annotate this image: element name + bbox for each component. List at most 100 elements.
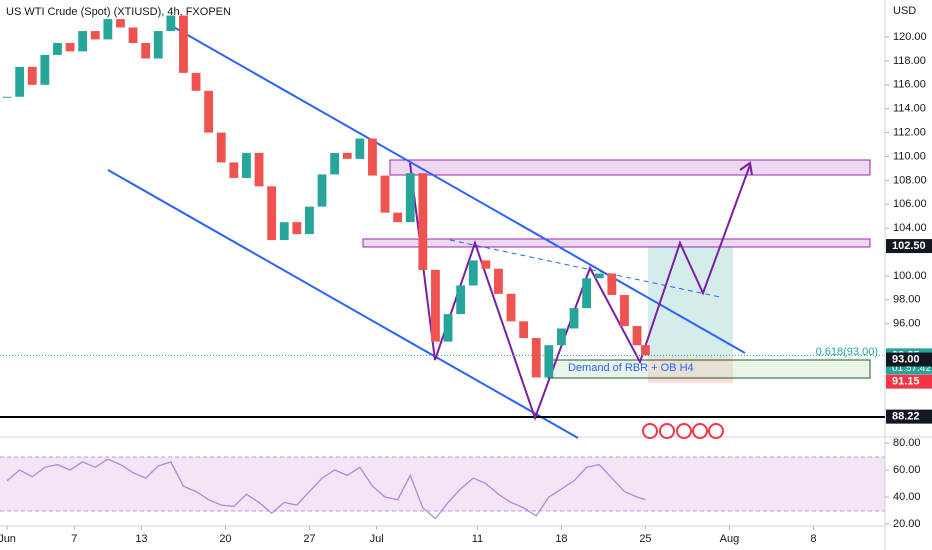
rsi-tick-label: 20.00	[893, 518, 921, 530]
y-tick-label: 98.00	[893, 294, 921, 306]
supply-zone	[389, 159, 871, 176]
x-tick-label: 13	[135, 533, 147, 545]
candle	[632, 326, 642, 346]
x-tick-label: 20	[219, 533, 231, 545]
candle	[242, 152, 251, 178]
y-tick-label: 108.00	[893, 174, 927, 186]
candle	[128, 27, 138, 43]
event-icon[interactable]	[676, 423, 692, 439]
price-tag-label: 102.50	[892, 240, 926, 252]
fib-label: 0.618(93.00)	[816, 346, 878, 358]
candle	[418, 173, 428, 270]
candle	[481, 260, 491, 269]
price-tag	[886, 409, 932, 424]
y-tick-label: 114.00	[893, 103, 926, 115]
candle	[279, 222, 289, 241]
candle	[305, 206, 314, 235]
channel-upper	[169, 24, 746, 354]
candle	[292, 222, 302, 235]
candle	[27, 66, 37, 85]
candle	[531, 338, 541, 378]
candle	[494, 268, 503, 294]
rsi-band	[0, 457, 885, 511]
events	[642, 423, 724, 439]
resistance-zone	[362, 238, 871, 248]
event-icon[interactable]	[659, 423, 675, 439]
candle	[103, 19, 113, 40]
x-tick-label: 27	[303, 533, 315, 545]
candle	[90, 31, 100, 40]
price-tag	[886, 352, 932, 367]
x-tick-label: 25	[639, 533, 651, 545]
y-tick-label: 120.00	[893, 31, 927, 43]
candle	[443, 314, 453, 342]
candle	[544, 345, 554, 378]
price-tag-label: 91.15	[892, 376, 920, 388]
candle	[607, 273, 617, 296]
rsi-tick-label: 80.00	[893, 437, 921, 449]
candle	[506, 293, 516, 322]
candle	[456, 285, 466, 315]
price-tag-label: 93.00	[892, 353, 920, 365]
candle	[153, 31, 163, 59]
candle	[317, 174, 327, 207]
candle	[380, 175, 390, 213]
y-tick-label: 100.00	[893, 270, 927, 282]
candle	[393, 212, 403, 223]
y-tick-label: 96.00	[893, 318, 921, 330]
price-tag	[886, 374, 932, 389]
x-tick-label: 7	[71, 533, 77, 545]
candle	[141, 43, 151, 59]
candle	[355, 138, 365, 159]
y-tick-label: 118.00	[893, 55, 926, 67]
y-tick-label: 110.00	[893, 150, 926, 162]
rsi-tick-label: 60.00	[893, 464, 921, 476]
candle	[15, 66, 25, 97]
event-icon[interactable]	[708, 423, 724, 439]
x-tick-label: Jul	[370, 533, 384, 545]
x-tick-label: Aug	[720, 533, 740, 545]
candle	[405, 173, 415, 223]
event-icon[interactable]	[692, 423, 708, 439]
candle	[191, 72, 201, 91]
candle	[330, 152, 340, 175]
x-tick-label: 18	[555, 533, 567, 545]
x-tick-label: Jun	[0, 533, 16, 545]
candle	[254, 152, 264, 187]
candle	[267, 186, 277, 241]
y-tick-label: 104.00	[893, 222, 927, 234]
candle	[569, 308, 579, 329]
x-tick-label: 11	[472, 533, 483, 545]
candle	[229, 162, 239, 178]
y-tick-label: 116.00	[893, 79, 926, 91]
candle	[53, 43, 62, 55]
y-tick-label: 106.00	[893, 198, 927, 210]
candle	[594, 273, 604, 279]
rsi-line	[6, 458, 646, 520]
candle	[342, 152, 352, 159]
channel-lower	[107, 169, 579, 439]
candle	[641, 345, 650, 356]
candle	[179, 15, 188, 73]
price-tag-label: 88.22	[892, 411, 920, 423]
event-icon[interactable]	[642, 423, 658, 439]
candle	[216, 132, 226, 163]
stop-box	[648, 357, 733, 383]
candle	[78, 31, 88, 52]
candle	[40, 54, 50, 85]
currency: USD	[893, 5, 916, 17]
chart-title: US WTI Crude (Spot) (XTIUSD), 4h, FXOPEN	[6, 6, 231, 18]
countdown: 01:57:42	[892, 363, 931, 374]
candle	[620, 295, 629, 327]
arrow-head	[739, 161, 753, 176]
candle	[468, 260, 478, 286]
price-tag	[886, 239, 932, 254]
x-tick-label: 8	[810, 533, 816, 545]
candle	[65, 43, 75, 52]
candle	[431, 269, 440, 342]
candle	[519, 321, 529, 339]
rsi-tick-label: 40.00	[893, 491, 921, 503]
candle	[368, 138, 377, 176]
candle	[582, 278, 592, 309]
